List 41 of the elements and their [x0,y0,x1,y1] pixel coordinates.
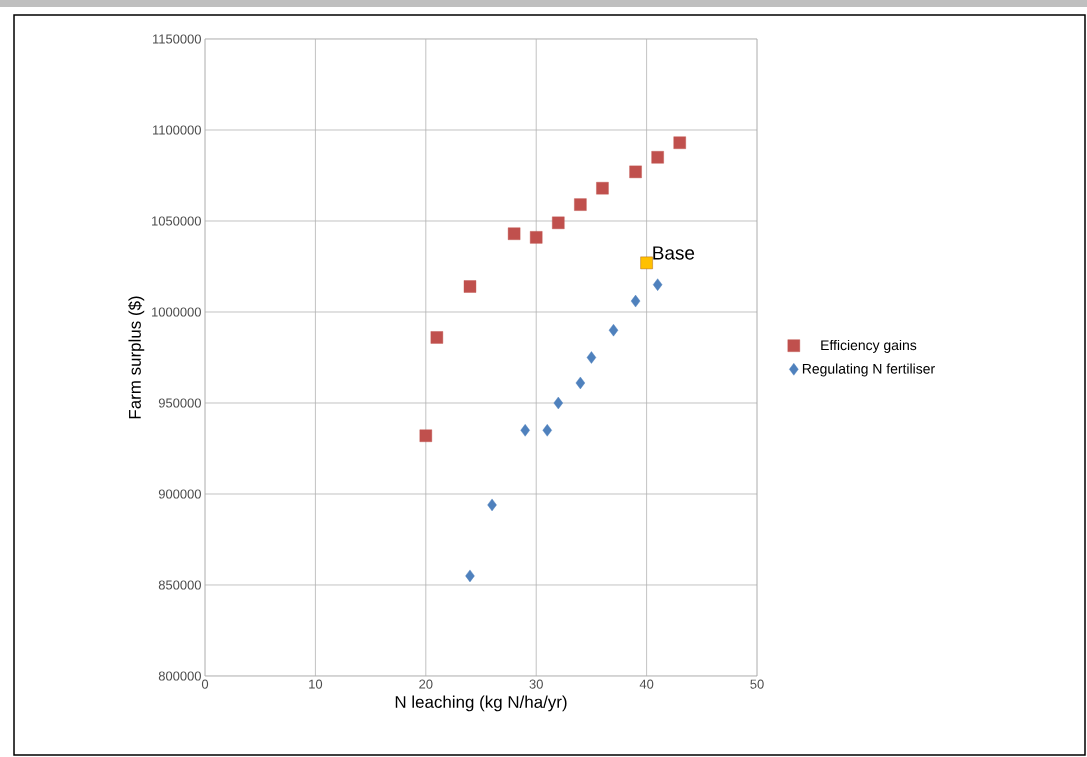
legend-label: Efficiency gains [821,339,917,353]
point [652,278,663,291]
point [520,424,530,437]
point [574,198,587,211]
point [630,294,641,308]
point [586,351,597,364]
y-tick-label: 1050000 [152,216,201,226]
x-tick-label: 10 [309,679,323,689]
point [640,256,653,270]
point [530,231,543,244]
x-tick-label: 40 [639,679,654,689]
x-tick-label: 30 [529,679,543,689]
x-axis-title: N leaching (kg N/ha/yr) [395,695,567,712]
point [463,280,477,293]
x-tick-label: 0 [201,679,209,689]
y-axis-title: Farm surplus ($) [128,296,145,419]
point [419,429,433,442]
point [507,227,521,240]
point [596,182,609,195]
y-tick-label: 1150000 [153,34,201,44]
y-tick-label: 950000 [158,398,201,408]
point [552,216,565,230]
y-tick-label: 800000 [158,671,201,681]
legend-label: Regulating N fertiliser [802,363,935,377]
annotation: Base [653,246,695,260]
point [542,424,552,437]
point [487,498,497,512]
point [465,569,475,583]
point [553,396,563,410]
y-tick-label: 900000 [158,489,201,499]
x-tick-label: 50 [750,679,764,689]
y-tick-label: 1000000 [152,307,201,317]
y-tick-label: 850000 [158,580,201,590]
y-tick-label: 1100000 [153,125,201,135]
point [430,331,444,344]
point [629,165,642,179]
point [575,376,586,390]
point [608,323,619,337]
point [651,151,664,164]
point [673,136,686,149]
x-tick-label: 20 [419,679,433,689]
